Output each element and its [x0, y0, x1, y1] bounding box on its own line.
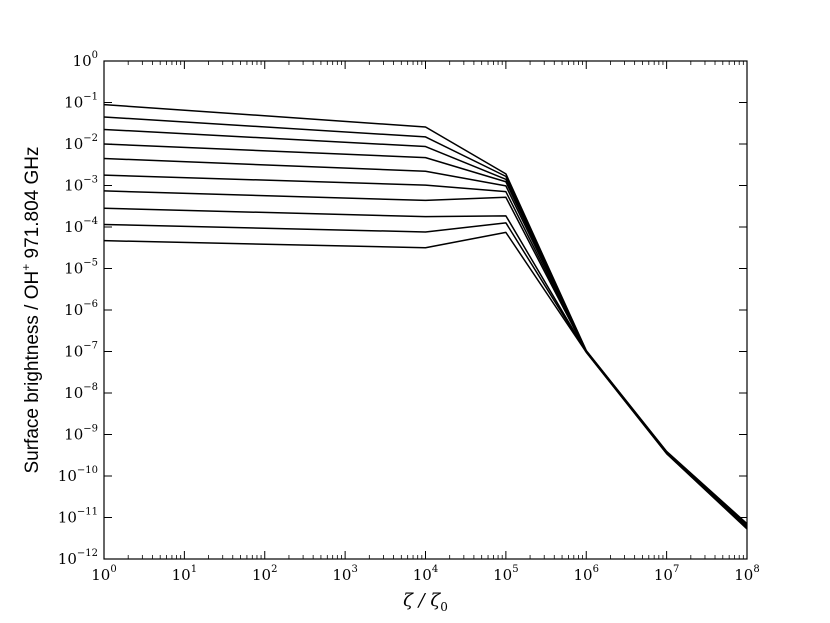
ticks-layer: 100 101 102 103 104 105 106 107 108 100 10−1 10−2 10… [58, 50, 760, 584]
y-tick-label: 10−4 [64, 216, 98, 236]
y-tick-label: 10−7 [64, 341, 98, 361]
y-tick-label: 10−5 [64, 258, 98, 278]
series-line-5 [103, 157, 748, 527]
y-tick-label: 10−9 [64, 424, 98, 444]
y-tick-label: 10−3 [64, 175, 98, 195]
y-tick-label: 10−12 [58, 548, 98, 568]
x-axis-label-main: ζ / ζ [403, 590, 441, 611]
series-line-10 [103, 231, 748, 530]
y-tick-label: 100 [73, 50, 98, 70]
series-line-9 [103, 222, 748, 529]
series-line-4 [103, 143, 748, 526]
x-tick-label: 106 [574, 564, 599, 584]
series-line-1 [103, 103, 748, 525]
x-tick-label: 100 [91, 564, 116, 584]
x-tick-label: 101 [172, 564, 197, 584]
y-tick-label: 10−2 [64, 133, 98, 153]
series-line-6 [103, 174, 748, 527]
series-line-3 [103, 128, 748, 526]
x-tick-label: 104 [413, 564, 438, 584]
y-tick-label: 10−10 [58, 465, 98, 485]
x-tick-label: 108 [734, 564, 759, 584]
y-axis-label: Surface brightness / OH+ 971.804 GHz [19, 146, 43, 473]
series-line-8 [103, 207, 748, 529]
x-tick-label: 103 [332, 564, 357, 584]
plot-frame [103, 60, 748, 560]
series-layer [103, 103, 748, 530]
y-axis-label-pre: Surface brightness / OH [22, 271, 43, 474]
y-tick-label: 10−6 [64, 299, 98, 319]
x-tick-label: 102 [252, 564, 277, 584]
y-tick-label: 10−1 [64, 92, 98, 112]
x-axis-label-sub: 0 [440, 600, 448, 614]
y-tick-label: 10−11 [58, 507, 98, 527]
series-line-7 [103, 190, 748, 528]
y-axis-label-post: 971.804 GHz [22, 146, 43, 263]
x-tick-label: 105 [493, 564, 518, 584]
y-axis-label-sup: + [19, 264, 33, 271]
x-tick-label: 107 [654, 564, 679, 584]
y-tick-label: 10−8 [64, 382, 98, 402]
x-axis-label: ζ / ζ0 [403, 590, 448, 614]
